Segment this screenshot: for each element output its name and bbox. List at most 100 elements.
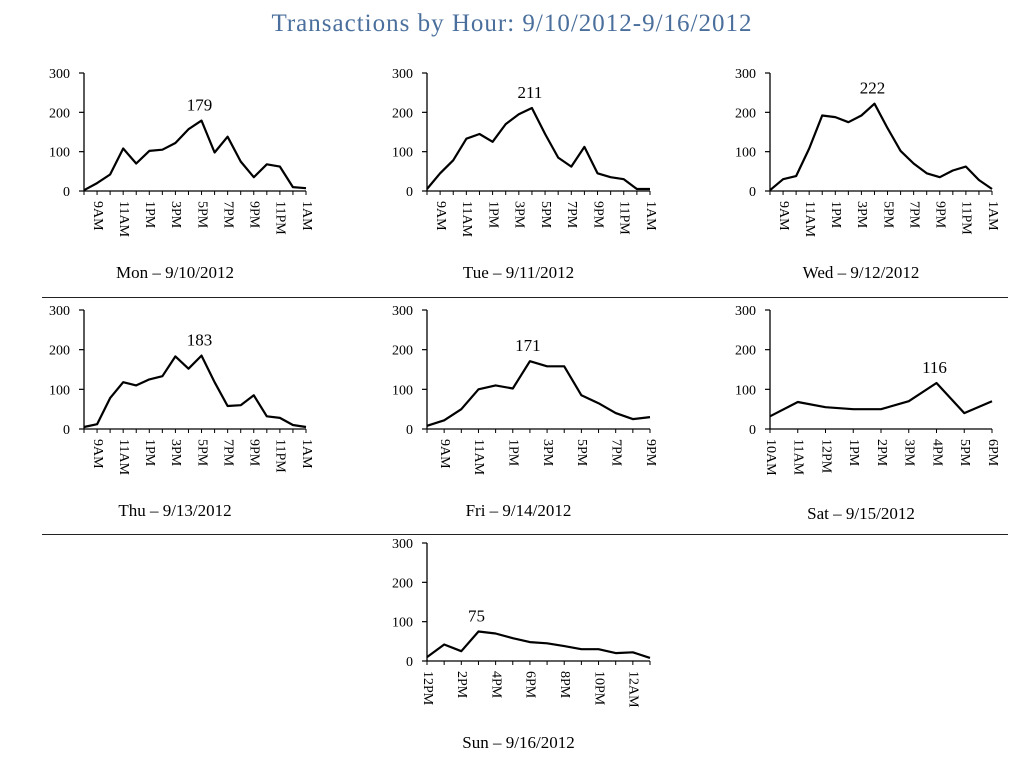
row-divider-1	[42, 297, 1008, 298]
chart6-x-tick-label: 12PM	[818, 439, 833, 474]
chart1-peak-label: 179	[187, 96, 213, 115]
chart1-y-tick-label: 100	[49, 146, 70, 161]
chart1-series-line	[83, 119, 307, 192]
chart6-y-tick-label: 200	[735, 344, 756, 359]
chart5-y-tick-label: 200	[392, 344, 413, 359]
chart3-x-tick-label: 11AM	[802, 201, 817, 238]
chart5-caption: Fri – 9/14/2012	[466, 501, 572, 520]
chart3-x-tick-label: 5PM	[880, 201, 895, 229]
chart2-caption: Tue – 9/11/2012	[463, 263, 574, 282]
chart6-y-tick-label: 0	[749, 423, 756, 438]
row-divider-2	[42, 534, 1008, 535]
chart7-caption: Sun – 9/16/2012	[462, 733, 574, 752]
chart4-x-tick-label: 11AM	[116, 439, 131, 476]
chart7-x-tick-label: 12PM	[420, 671, 435, 706]
chart3-y-tick-label: 0	[749, 185, 756, 200]
chart2-peak-label: 211	[518, 83, 543, 102]
chart1-x-tick-label: 11PM	[273, 201, 288, 235]
chart2-y-tick-label: 200	[392, 106, 413, 121]
chart5-x-tick-label: 11AM	[471, 439, 486, 476]
chart2-x-tick-label: 7PM	[564, 201, 579, 229]
chart3-x-tick-label: 1AM	[985, 201, 1000, 231]
chart4-x-tick-label: 9AM	[90, 439, 105, 469]
chart2-x-tick-label: 11PM	[617, 201, 632, 235]
chart7-x-tick-label: 6PM	[523, 671, 538, 699]
chart2-x-tick-label: 1PM	[485, 201, 500, 229]
chart5-peak-label: 171	[515, 336, 541, 355]
chart7-x-tick-label: 10PM	[591, 671, 606, 706]
chart5-x-tick-label: 5PM	[574, 439, 589, 467]
chart6-peak-label: 116	[922, 358, 947, 377]
chart2-y-tick-label: 300	[392, 67, 413, 82]
chart7-x-tick-label: 12AM	[626, 671, 641, 708]
chart3-x-tick-label: 1PM	[828, 201, 843, 229]
chart5-x-tick-label: 7PM	[608, 439, 623, 467]
chart7-y-tick-label: 200	[392, 576, 413, 591]
chart4-caption: Thu – 9/13/2012	[118, 501, 231, 520]
chart3-x-tick-label: 11PM	[959, 201, 974, 235]
chart1-caption: Mon – 9/10/2012	[116, 263, 234, 282]
chart2-x-tick-label: 3PM	[512, 201, 527, 229]
chart1-x-tick-label: 9PM	[247, 201, 262, 229]
chart5-series-line	[426, 360, 651, 427]
chart4-x-tick-label: 11PM	[273, 439, 288, 473]
chart4-x-tick-label: 1PM	[142, 439, 157, 467]
chart7-series-line	[426, 630, 651, 659]
chart1-y-tick-label: 0	[63, 185, 70, 200]
chart5-y-tick-label: 0	[406, 423, 413, 438]
chart7-y-tick-label: 0	[406, 655, 413, 670]
chart2-x-tick-label: 9AM	[433, 201, 448, 231]
chart6-series-line	[769, 381, 993, 418]
chart1-y-tick-label: 200	[49, 106, 70, 121]
chart1-x-tick-label: 5PM	[194, 201, 209, 229]
chart4-series-line	[83, 354, 307, 429]
chart7-peak-label: 75	[468, 607, 485, 626]
chart5-x-tick-label: 9PM	[643, 439, 658, 467]
chart5-x-tick-label: 9AM	[437, 439, 452, 469]
chart6-x-tick-label: 1PM	[846, 439, 861, 467]
chart4-x-tick-label: 1AM	[299, 439, 314, 469]
chart2-x-tick-label: 9PM	[590, 201, 605, 229]
chart5-y-tick-label: 300	[392, 304, 413, 319]
chart4-y-tick-label: 100	[49, 383, 70, 398]
chart7-x-tick-label: 4PM	[488, 671, 503, 699]
chart2-x-tick-label: 5PM	[538, 201, 553, 229]
page-title: Transactions by Hour: 9/10/2012-9/16/201…	[271, 10, 753, 37]
chart1-x-tick-label: 11AM	[116, 201, 131, 238]
chart1-x-tick-label: 3PM	[168, 201, 183, 229]
chart6-caption: Sat – 9/15/2012	[807, 504, 915, 523]
chart3-x-tick-label: 3PM	[854, 201, 869, 229]
chart1-x-tick-label: 1PM	[142, 201, 157, 229]
chart7-y-tick-label: 100	[392, 616, 413, 631]
chart6-x-tick-label: 5PM	[957, 439, 972, 467]
chart4-peak-label: 183	[187, 331, 213, 350]
chart2-y-tick-label: 100	[392, 146, 413, 161]
chart6-x-tick-label: 4PM	[929, 439, 944, 467]
chart2-x-tick-label: 11AM	[459, 201, 474, 238]
chart4-y-tick-label: 200	[49, 344, 70, 359]
chart1-x-tick-label: 9AM	[90, 201, 105, 231]
chart3-y-tick-label: 200	[735, 106, 756, 121]
chart6-x-tick-label: 2PM	[874, 439, 889, 467]
chart4-x-tick-label: 5PM	[194, 439, 209, 467]
chart5-x-tick-label: 3PM	[540, 439, 555, 467]
chart1-x-tick-label: 7PM	[220, 201, 235, 229]
chart2-series-line	[426, 106, 650, 191]
chart6-x-tick-label: 10AM	[763, 439, 778, 476]
chart6-y-tick-label: 300	[735, 304, 756, 319]
chart3-caption: Wed – 9/12/2012	[803, 263, 920, 282]
chart3-peak-label: 222	[860, 79, 886, 98]
chart5-x-tick-label: 1PM	[506, 439, 521, 467]
chart3-x-tick-label: 9AM	[776, 201, 791, 231]
chart5-y-tick-label: 100	[392, 383, 413, 398]
chart6-x-tick-label: 3PM	[902, 439, 917, 467]
chart4-y-tick-label: 300	[49, 304, 70, 319]
chart4-x-tick-label: 7PM	[220, 439, 235, 467]
chart3-y-tick-label: 300	[735, 67, 756, 82]
chart3-x-tick-label: 9PM	[933, 201, 948, 229]
chart7-x-tick-label: 2PM	[454, 671, 469, 699]
chart4-y-tick-label: 0	[63, 423, 70, 438]
chart6-x-tick-label: 6PM	[985, 439, 1000, 467]
chart1-y-tick-label: 300	[49, 67, 70, 82]
chart3-y-tick-label: 100	[735, 146, 756, 161]
